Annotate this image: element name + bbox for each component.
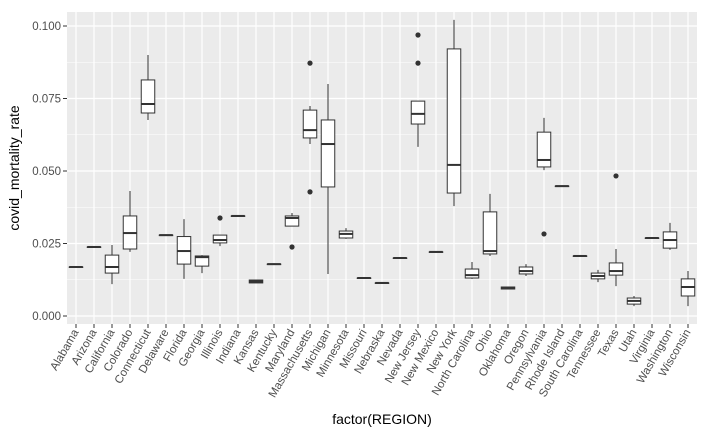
box-arizona [86,245,102,248]
box-illinois [212,215,228,247]
box-colorado [122,191,138,252]
box-missouri [356,277,372,280]
box-massachusetts [302,60,318,195]
box-tennessee [590,269,606,283]
box-nevada [392,257,408,259]
box-utah [626,295,642,307]
box-wisconsin [680,271,696,307]
outlier-point [307,189,313,195]
outlier-point [217,215,223,221]
box-virginia [644,236,660,239]
iqr-box [302,109,318,139]
outlier-point [613,173,619,179]
box-kentucky [266,263,282,266]
box-minnesota [338,228,354,239]
box-michigan [320,84,336,274]
box-rhode-island [554,185,570,188]
box-washington [662,222,678,250]
y-axis-title: covid_mortality_rate [6,105,22,230]
box-new-mexico [428,250,444,253]
outlier-point [289,244,295,250]
box-new-york [446,19,462,207]
box-nebraska [374,281,390,284]
box-florida [176,219,192,279]
y-tick-label: 0.050 [32,166,61,178]
iqr-box [608,262,624,276]
box-north-carolina [464,262,480,279]
iqr-box [410,100,426,125]
iqr-box [320,119,336,188]
y-tick-label: 0.075 [32,94,61,106]
box-alabama [68,265,84,268]
box-series [68,19,696,307]
y-tick-label: 0.025 [32,239,61,251]
box-ohio [482,193,498,256]
iqr-box [284,215,300,227]
box-pennsylvania [536,117,552,237]
box-georgia [194,255,210,274]
iqr-box [536,131,552,168]
iqr-box [446,48,462,194]
y-axis: 0.000 0.025 0.050 0.075 0.100 [32,21,67,323]
x-axis: AlabamaArizonaCaliforniaColoradoConnecti… [49,324,694,400]
box-texas [608,173,624,287]
box-connecticut [140,55,156,120]
box-kansas [248,279,264,284]
box-south-carolina [572,254,588,257]
iqr-box [194,255,210,267]
iqr-box [140,79,156,114]
iqr-box [104,254,120,274]
box-oregon [518,264,534,276]
iqr-box [464,268,480,279]
box-oklahoma [500,286,516,290]
y-tick-label: 0.000 [32,311,61,323]
box-california [104,244,120,285]
iqr-box [482,211,498,255]
box-maryland [284,213,300,250]
outlier-point [415,32,421,38]
outlier-point [541,231,547,237]
box-delaware [158,234,174,237]
outlier-point [307,60,313,66]
y-tick-label: 0.100 [32,21,61,33]
box-indiana [230,214,246,217]
iqr-box [212,234,228,244]
x-axis-title: factor(REGION) [332,411,432,427]
outlier-point [415,60,421,66]
box-new-jersey [410,32,426,147]
